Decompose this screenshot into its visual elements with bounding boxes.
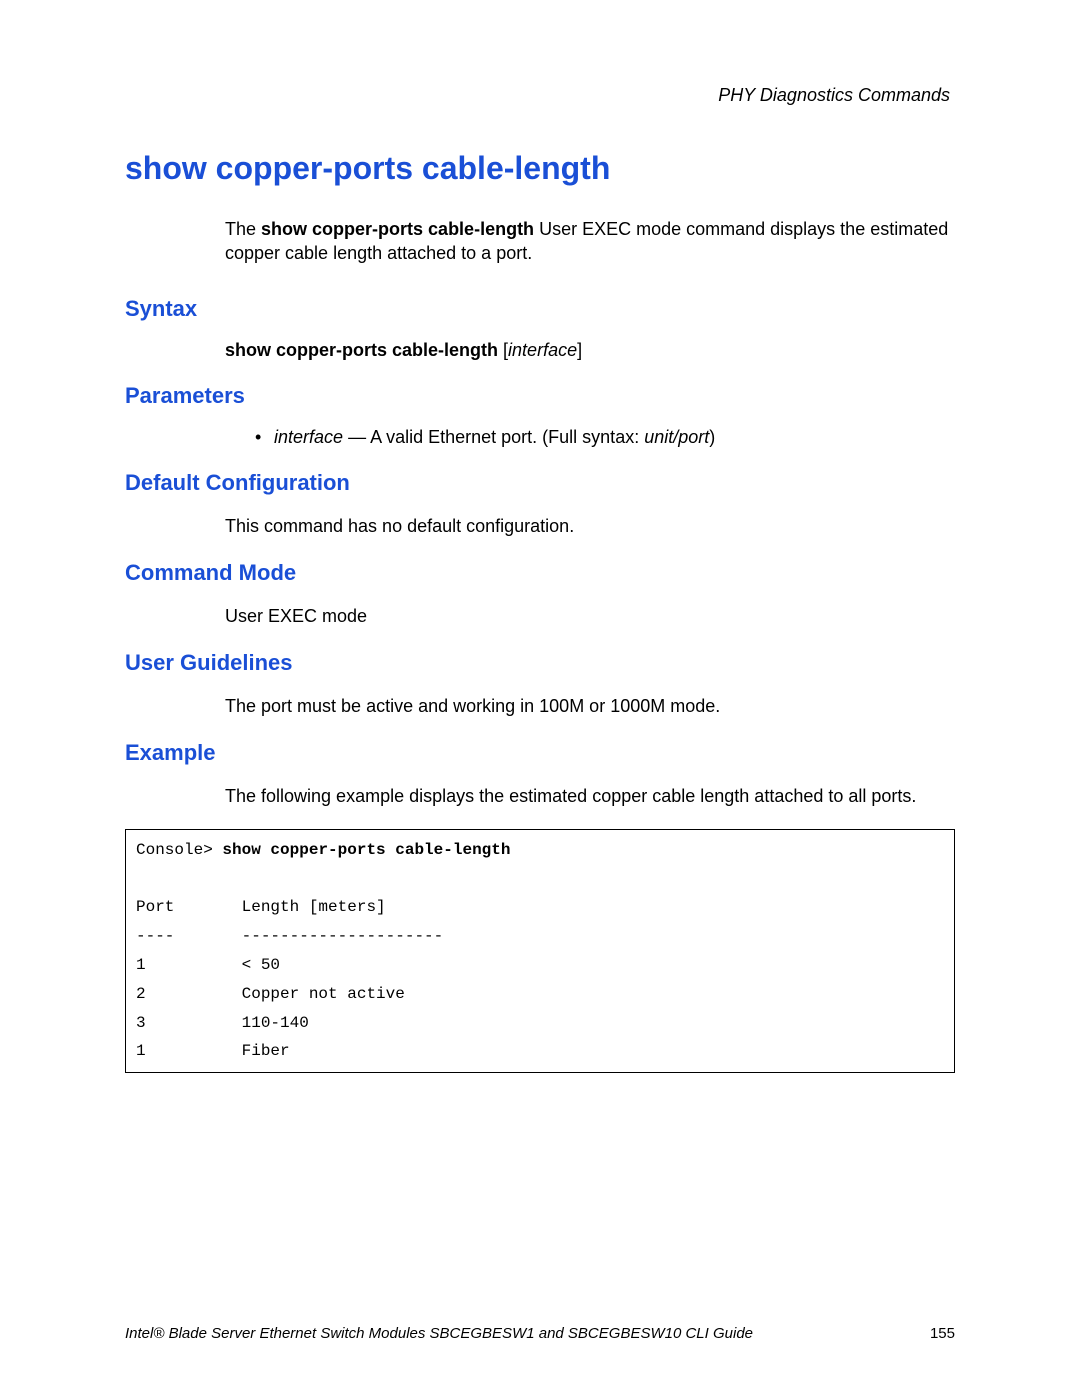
code-header-row: Port Length [meters] [136,898,386,916]
param-desc-prefix: A valid Ethernet port. (Full syntax: [370,427,644,447]
param-desc-suffix: ) [709,427,715,447]
param-name: interface [274,427,343,447]
intro-prefix: The [225,219,261,239]
code-row-1: 2 Copper not active [136,985,405,1003]
example-code-box: Console> show copper-ports cable-length … [125,829,955,1073]
parameter-item: • interface — A valid Ethernet port. (Fu… [255,427,955,448]
bullet-icon: • [255,427,269,448]
code-cmd: show copper-ports cable-length [222,841,510,859]
footer-page-number: 155 [930,1325,955,1342]
code-row-2: 3 110-140 [136,1014,309,1032]
user-guidelines-heading: User Guidelines [125,650,955,676]
default-config-heading: Default Configuration [125,470,955,496]
syntax-heading: Syntax [125,296,955,322]
command-mode-text: User EXEC mode [225,604,955,628]
default-config-text: This command has no default configuratio… [225,514,955,538]
code-prompt: Console> [136,841,222,859]
code-divider-row: ---- --------------------- [136,927,443,945]
syntax-arg: interface [508,340,577,360]
intro-bold: show copper-ports cable-length [261,219,534,239]
param-dash: — [343,427,370,447]
syntax-close-bracket: ] [577,340,582,360]
command-mode-heading: Command Mode [125,560,955,586]
parameters-heading: Parameters [125,383,955,409]
command-title: show copper-ports cable-length [125,150,955,187]
syntax-cmd: show copper-ports cable-length [225,340,498,360]
command-intro: The show copper-ports cable-length User … [225,217,955,266]
example-text: The following example displays the estim… [225,784,955,808]
page-footer: Intel® Blade Server Ethernet Switch Modu… [125,1325,955,1342]
footer-text: Intel® Blade Server Ethernet Switch Modu… [125,1325,753,1342]
syntax-open-bracket: [ [498,340,508,360]
param-desc-italic: unit/port [644,427,709,447]
code-row-0: 1 < 50 [136,956,280,974]
code-row-3: 1 Fiber [136,1042,290,1060]
page-header-section: PHY Diagnostics Commands [718,85,950,106]
syntax-line: show copper-ports cable-length [interfac… [225,340,955,361]
user-guidelines-text: The port must be active and working in 1… [225,694,955,718]
example-heading: Example [125,740,955,766]
